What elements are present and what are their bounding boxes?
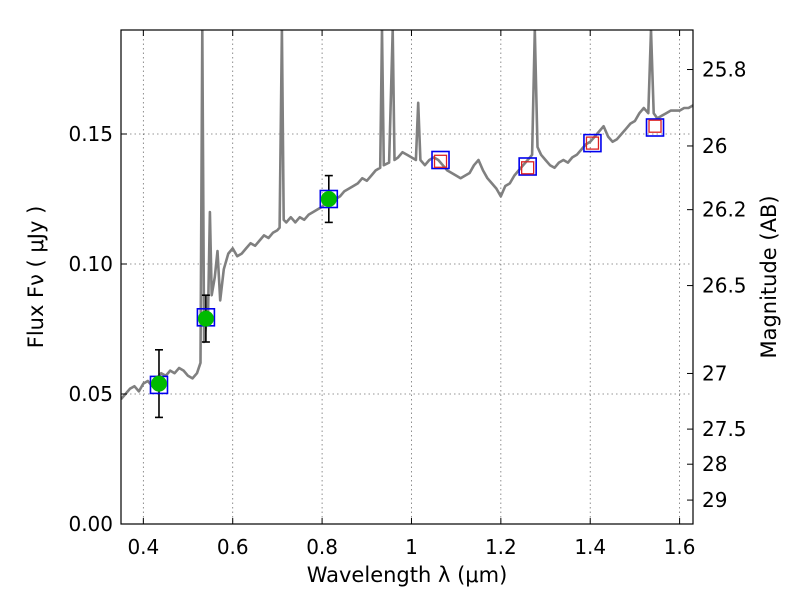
observed-point: [320, 191, 337, 207]
y-tick-label: 0.15: [68, 122, 113, 146]
y2-tick-label: 27.5: [702, 417, 747, 441]
axes-frame: [120, 29, 694, 525]
predicted-square: [433, 154, 448, 168]
observed-point: [197, 310, 214, 327]
model-band-square: [645, 118, 665, 137]
model-band-square: [431, 150, 450, 170]
x-tick-label: 1.2: [485, 535, 517, 559]
y2-tick-label: 26: [702, 134, 727, 158]
x-axis-ticks: 0.4 0.6 0.8 1 1.2 1.4 1.6: [127, 30, 696, 559]
x-tick-label: 0.8: [306, 535, 338, 559]
x-tick-label: 0.4: [127, 535, 159, 559]
error-bars: [154, 174, 333, 419]
y2-axis-label: Magnitude (AB): [757, 195, 781, 358]
plot-area: [121, 30, 693, 419]
model-band-square: [319, 189, 339, 209]
y2-axis-ticks: 25.8 26 26.2 26.5 27 27.5 28 29: [687, 58, 747, 512]
x-tick-label: 1.4: [574, 535, 606, 559]
y-tick-label: 0.00: [68, 512, 113, 536]
model-spectrum-line: [121, 30, 693, 401]
y2-tick-label: 28: [702, 452, 727, 476]
x-tick-label: 1: [405, 535, 418, 559]
y-axis-label: Flux Fν ( μJy ): [24, 206, 48, 349]
x-tick-label: 0.6: [217, 535, 249, 559]
data-points: [149, 118, 665, 395]
model-band-square: [518, 157, 537, 176]
model-band-square: [583, 133, 602, 153]
y2-tick-label: 26.5: [702, 274, 747, 298]
predicted-square: [585, 136, 600, 150]
y2-tick-label: 27: [702, 361, 727, 385]
x-tick-label: 1.6: [664, 535, 696, 559]
observed-point: [150, 375, 167, 392]
y2-tick-label: 25.8: [702, 58, 747, 82]
predicted-square: [521, 161, 535, 175]
y2-tick-label: 26.2: [702, 198, 747, 222]
y-axis-ticks: 0.00 0.05 0.10 0.15: [68, 122, 127, 536]
y-tick-label: 0.05: [68, 382, 113, 406]
predicted-square: [648, 119, 662, 133]
y-tick-label: 0.10: [68, 252, 113, 276]
y2-tick-label: 29: [702, 488, 727, 512]
grid-lines: [121, 30, 693, 525]
x-axis-label: Wavelength λ (μm): [307, 563, 508, 587]
